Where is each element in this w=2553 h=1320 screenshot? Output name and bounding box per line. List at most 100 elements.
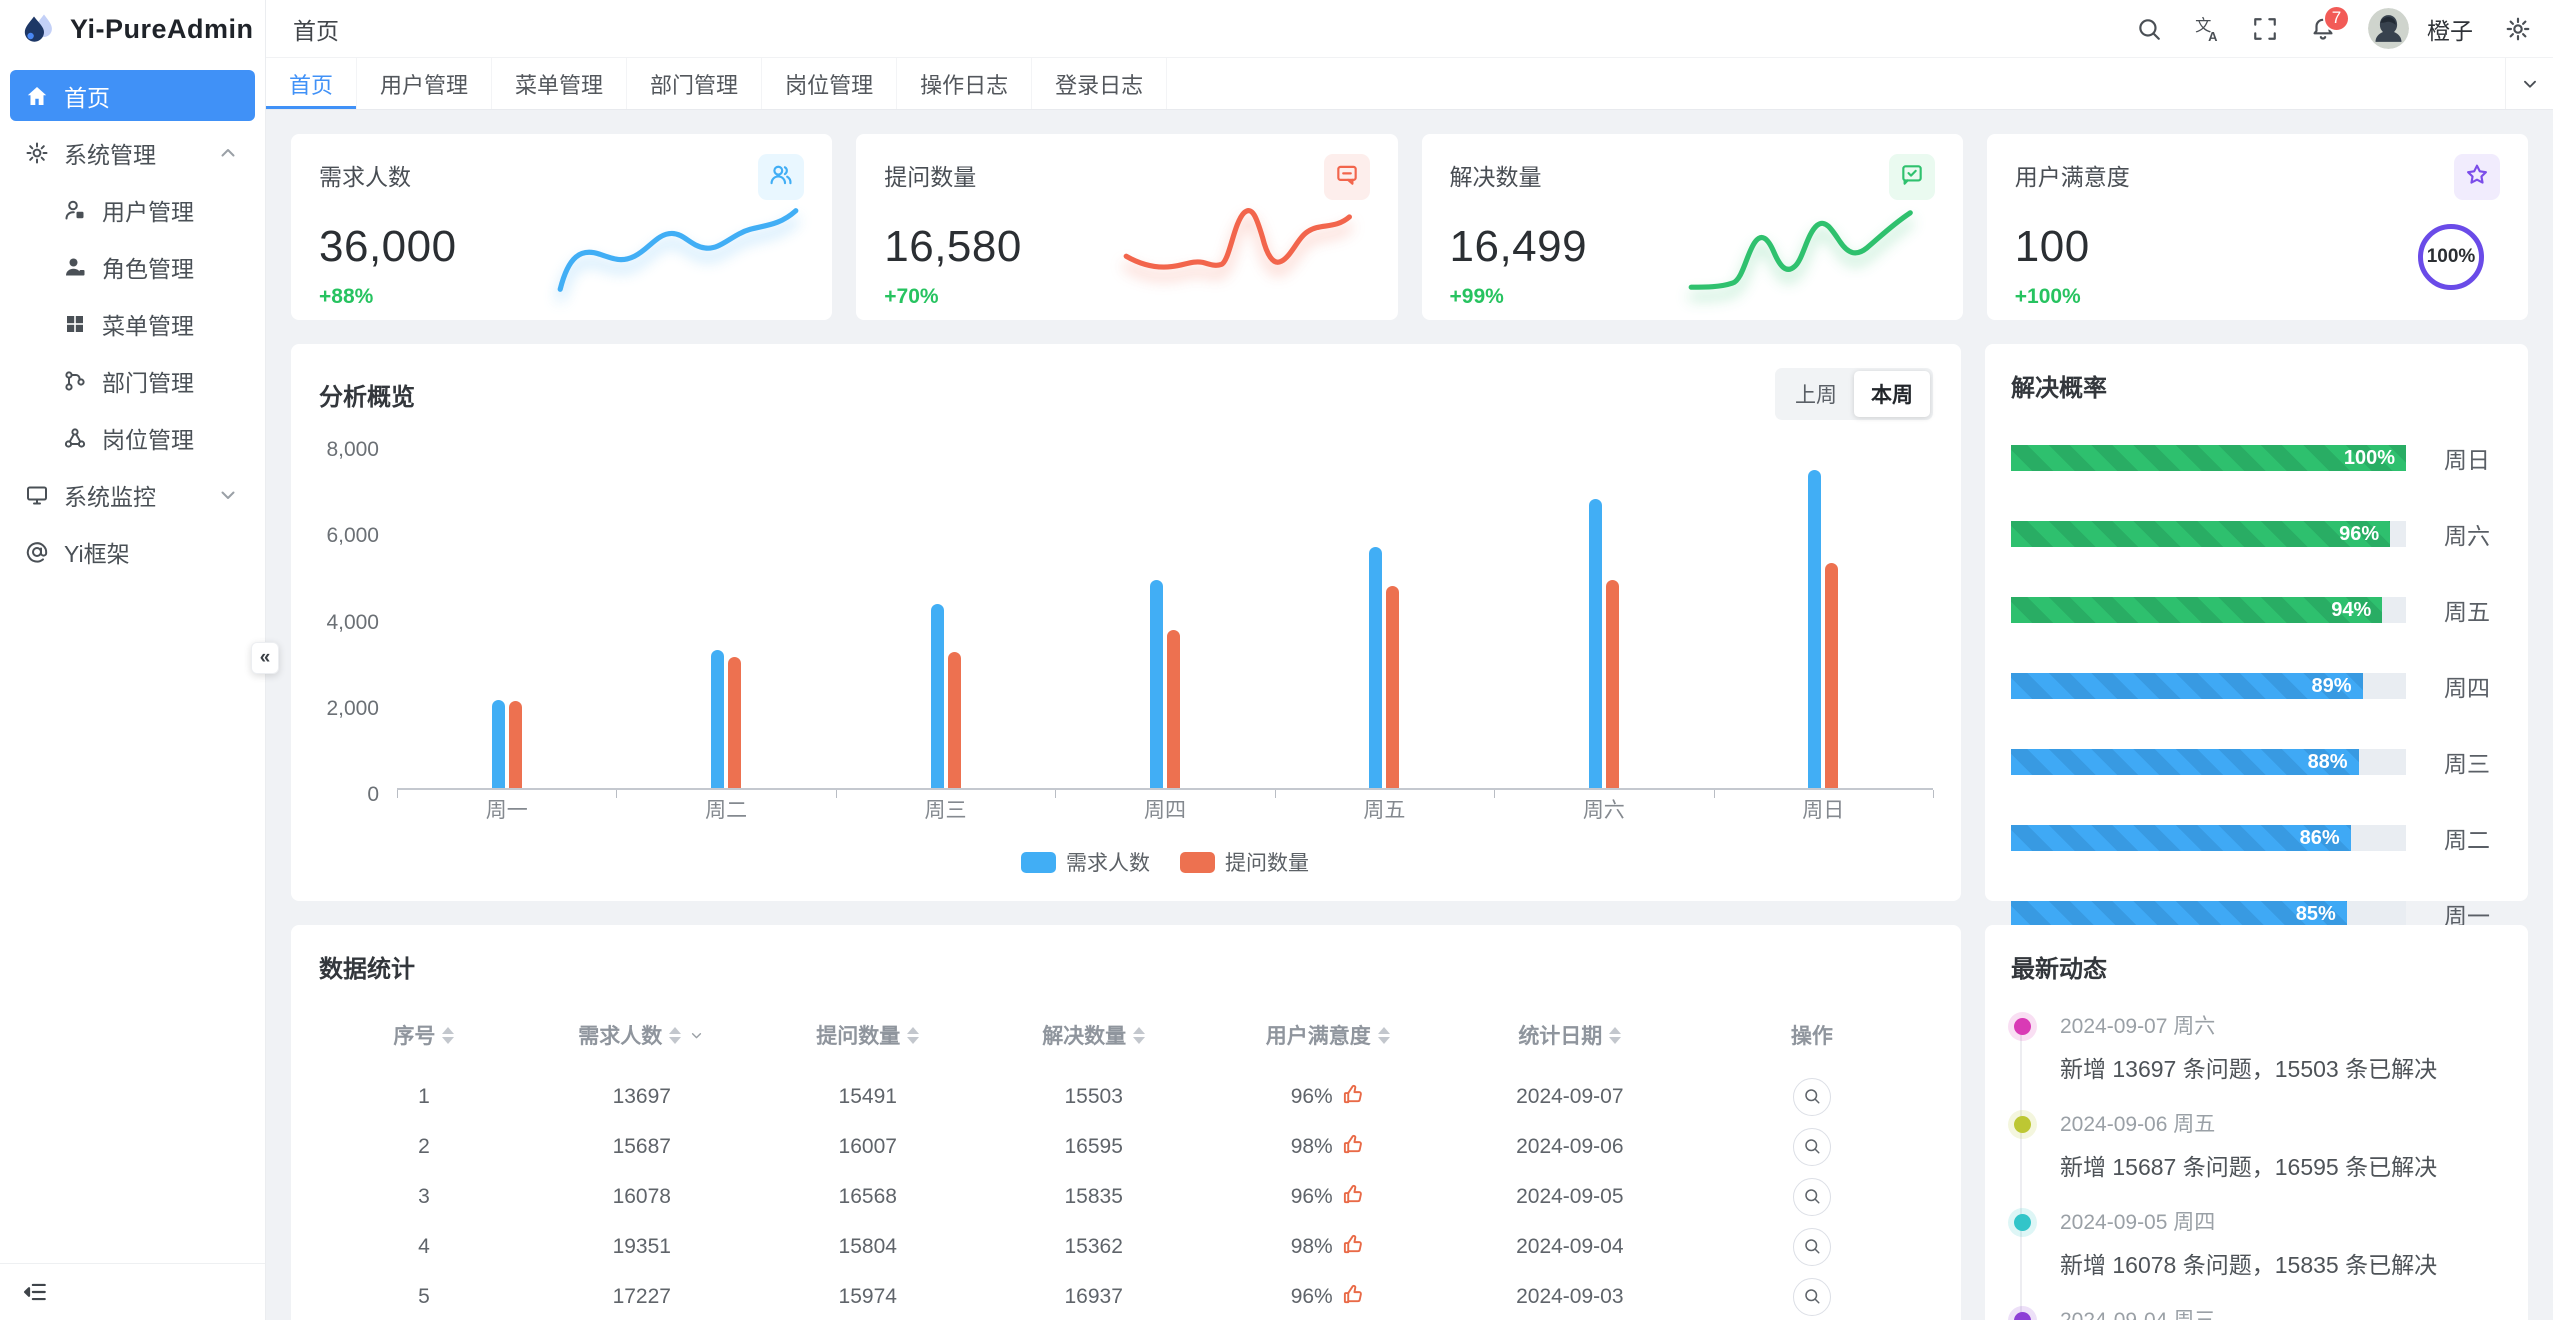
view-detail-button[interactable] bbox=[1792, 1078, 1831, 1116]
timeline-date: 2024-09-06 周五 bbox=[2060, 1113, 2216, 1136]
progress-fill: 94% bbox=[2011, 597, 2383, 623]
bar-提问数量[interactable] bbox=[1605, 579, 1619, 788]
range-option-上周[interactable]: 上周 bbox=[1795, 384, 1837, 407]
sort-ascending-icon[interactable] bbox=[442, 1026, 455, 1034]
monitor-icon bbox=[25, 483, 49, 507]
sort-descending-icon[interactable] bbox=[669, 1036, 682, 1044]
solve-rate-rows: 100% 周日 96% 周六 94% 周五 89% 周四 88% 周三 86% 周二 85% 周一 bbox=[2011, 441, 2502, 931]
sidebar-item-系统监控[interactable]: 系统监控 bbox=[10, 469, 255, 520]
search-icon[interactable] bbox=[2136, 16, 2162, 42]
username[interactable]: 橙子 bbox=[2427, 17, 2473, 44]
sidebar-menu: 首页系统管理用户管理角色管理菜单管理部门管理岗位管理系统监控 Yi框架 bbox=[0, 58, 265, 1263]
legend-item-需求人数[interactable]: 需求人数 bbox=[1021, 847, 1150, 877]
chart-plot-wrap: 周一 周二 周三 周四 周五 周六 周日 需求人数 提问数量 bbox=[397, 450, 1934, 877]
view-detail-button[interactable] bbox=[1792, 1128, 1831, 1166]
cell-index: 5 bbox=[418, 1285, 430, 1308]
bar-需求人数[interactable] bbox=[1369, 547, 1383, 788]
x-axis-tick bbox=[835, 789, 837, 798]
sidebar-item-用户管理[interactable]: 用户管理 bbox=[10, 184, 255, 235]
sort-ascending-icon[interactable] bbox=[907, 1026, 920, 1034]
sort-carets[interactable] bbox=[669, 1026, 682, 1044]
stat-card-title: 需求人数 bbox=[319, 164, 411, 190]
sort-descending-icon[interactable] bbox=[442, 1036, 455, 1044]
tab-操作日志[interactable]: 操作日志 bbox=[897, 58, 1033, 109]
range-option-本周[interactable]: 本周 bbox=[1854, 371, 1930, 417]
sort-carets[interactable] bbox=[1133, 1026, 1146, 1044]
view-detail-button[interactable] bbox=[1792, 1228, 1831, 1266]
tab-岗位管理[interactable]: 岗位管理 bbox=[762, 58, 898, 109]
sidebar-item-Yi框架[interactable]: Yi框架 bbox=[10, 526, 255, 577]
legend-item-提问数量[interactable]: 提问数量 bbox=[1180, 847, 1309, 877]
sort-descending-icon[interactable] bbox=[1609, 1036, 1622, 1044]
tab-菜单管理[interactable]: 菜单管理 bbox=[492, 58, 628, 109]
bar-提问数量[interactable] bbox=[728, 656, 742, 788]
bar-需求人数[interactable] bbox=[1149, 580, 1163, 788]
sort-descending-icon[interactable] bbox=[1133, 1036, 1146, 1044]
sidebar-item-首页[interactable]: 首页 bbox=[10, 70, 255, 121]
sort-descending-icon[interactable] bbox=[1377, 1036, 1390, 1044]
solve-rate-card: 解决概率 100% 周日 96% 周六 94% 周五 89% 周四 88% 周三 86% 周二 85% 周… bbox=[1985, 344, 2528, 929]
chart-x-labels: 周一 周二 周三 周四 周五 周六 周日 bbox=[397, 790, 1933, 829]
bar-需求人数[interactable] bbox=[1808, 469, 1822, 788]
bar-提问数量[interactable] bbox=[1166, 630, 1180, 788]
bar-提问数量[interactable] bbox=[1386, 585, 1400, 788]
x-axis-tick bbox=[1274, 789, 1276, 798]
tab-用户管理[interactable]: 用户管理 bbox=[357, 58, 493, 109]
sidebar-item-岗位管理[interactable]: 岗位管理 bbox=[10, 412, 255, 463]
cell-date: 2024-09-05 bbox=[1516, 1185, 1624, 1208]
sidebar: Yi-PureAdmin 首页系统管理用户管理角色管理菜单管理部门管理岗位管理系… bbox=[0, 0, 279, 1320]
legend-label: 需求人数 bbox=[1066, 852, 1150, 875]
bar-需求人数[interactable] bbox=[930, 604, 944, 788]
sort-descending-icon[interactable] bbox=[907, 1036, 920, 1044]
sort-ascending-icon[interactable] bbox=[669, 1026, 682, 1034]
bar-提问数量[interactable] bbox=[947, 652, 961, 788]
sidebar-collapse-button[interactable]: « bbox=[251, 642, 279, 674]
avatar[interactable] bbox=[2368, 8, 2409, 49]
sort-ascending-icon[interactable] bbox=[1377, 1026, 1390, 1034]
view-detail-button[interactable] bbox=[1792, 1178, 1831, 1216]
sort-ascending-icon[interactable] bbox=[1609, 1026, 1622, 1034]
tab-部门管理[interactable]: 部门管理 bbox=[627, 58, 763, 109]
breadcrumb[interactable]: 首页 bbox=[293, 17, 339, 44]
bar-group-周三 bbox=[836, 450, 1055, 788]
menu-fold-icon[interactable] bbox=[22, 1279, 48, 1305]
sidebar-item-label: 系统监控 bbox=[64, 483, 156, 510]
bar-需求人数[interactable] bbox=[491, 699, 505, 788]
timeline-date: 2024-09-05 周四 bbox=[2060, 1211, 2216, 1234]
bar-需求人数[interactable] bbox=[711, 650, 725, 788]
notification-bell-icon[interactable]: 7 bbox=[2310, 4, 2350, 42]
column-label: 解决数量 bbox=[1042, 1025, 1127, 1048]
sort-carets[interactable] bbox=[442, 1026, 455, 1044]
stat-card-提问数量: 提问数量 16,580 +70% bbox=[856, 134, 1398, 320]
legend-swatch bbox=[1021, 851, 1056, 873]
logo[interactable]: Yi-PureAdmin bbox=[0, 0, 265, 58]
sort-carets[interactable] bbox=[1377, 1026, 1390, 1044]
tab-首页[interactable]: 首页 bbox=[266, 58, 358, 109]
cell-satisfaction: 96% bbox=[1207, 1072, 1449, 1122]
progress-day-label: 周六 bbox=[2444, 523, 2490, 549]
filter-chevron-icon[interactable] bbox=[688, 1027, 705, 1044]
tagbar-dropdown-button[interactable] bbox=[2505, 58, 2553, 109]
sort-ascending-icon[interactable] bbox=[1133, 1026, 1146, 1034]
notification-badge: 7 bbox=[2323, 4, 2350, 32]
tab-登录日志[interactable]: 登录日志 bbox=[1032, 58, 1168, 109]
bar-提问数量[interactable] bbox=[1825, 563, 1839, 788]
bar-需求人数[interactable] bbox=[1588, 499, 1602, 788]
y-axis-tick: 4,000 bbox=[326, 610, 379, 634]
settings-gear-icon[interactable] bbox=[2505, 16, 2531, 42]
stat-card-header: 提问数量 bbox=[884, 154, 1370, 200]
sidebar-item-角色管理[interactable]: 角色管理 bbox=[10, 241, 255, 292]
sidebar-item-部门管理[interactable]: 部门管理 bbox=[10, 355, 255, 406]
bar-提问数量[interactable] bbox=[508, 700, 522, 788]
view-detail-button[interactable] bbox=[1792, 1278, 1831, 1316]
legend-label: 提问数量 bbox=[1225, 852, 1309, 875]
timeline-dot bbox=[2014, 1312, 2031, 1320]
stat-card-value: 16,499 bbox=[1449, 222, 1588, 271]
sort-carets[interactable] bbox=[1609, 1026, 1622, 1044]
fullscreen-icon[interactable] bbox=[2252, 16, 2278, 42]
sort-carets[interactable] bbox=[907, 1026, 920, 1044]
timeline-text: 新增 15687 条问题，16595 条已解决 bbox=[2060, 1154, 2438, 1180]
sidebar-item-系统管理[interactable]: 系统管理 bbox=[10, 127, 255, 178]
sidebar-item-菜单管理[interactable]: 菜单管理 bbox=[10, 298, 255, 349]
